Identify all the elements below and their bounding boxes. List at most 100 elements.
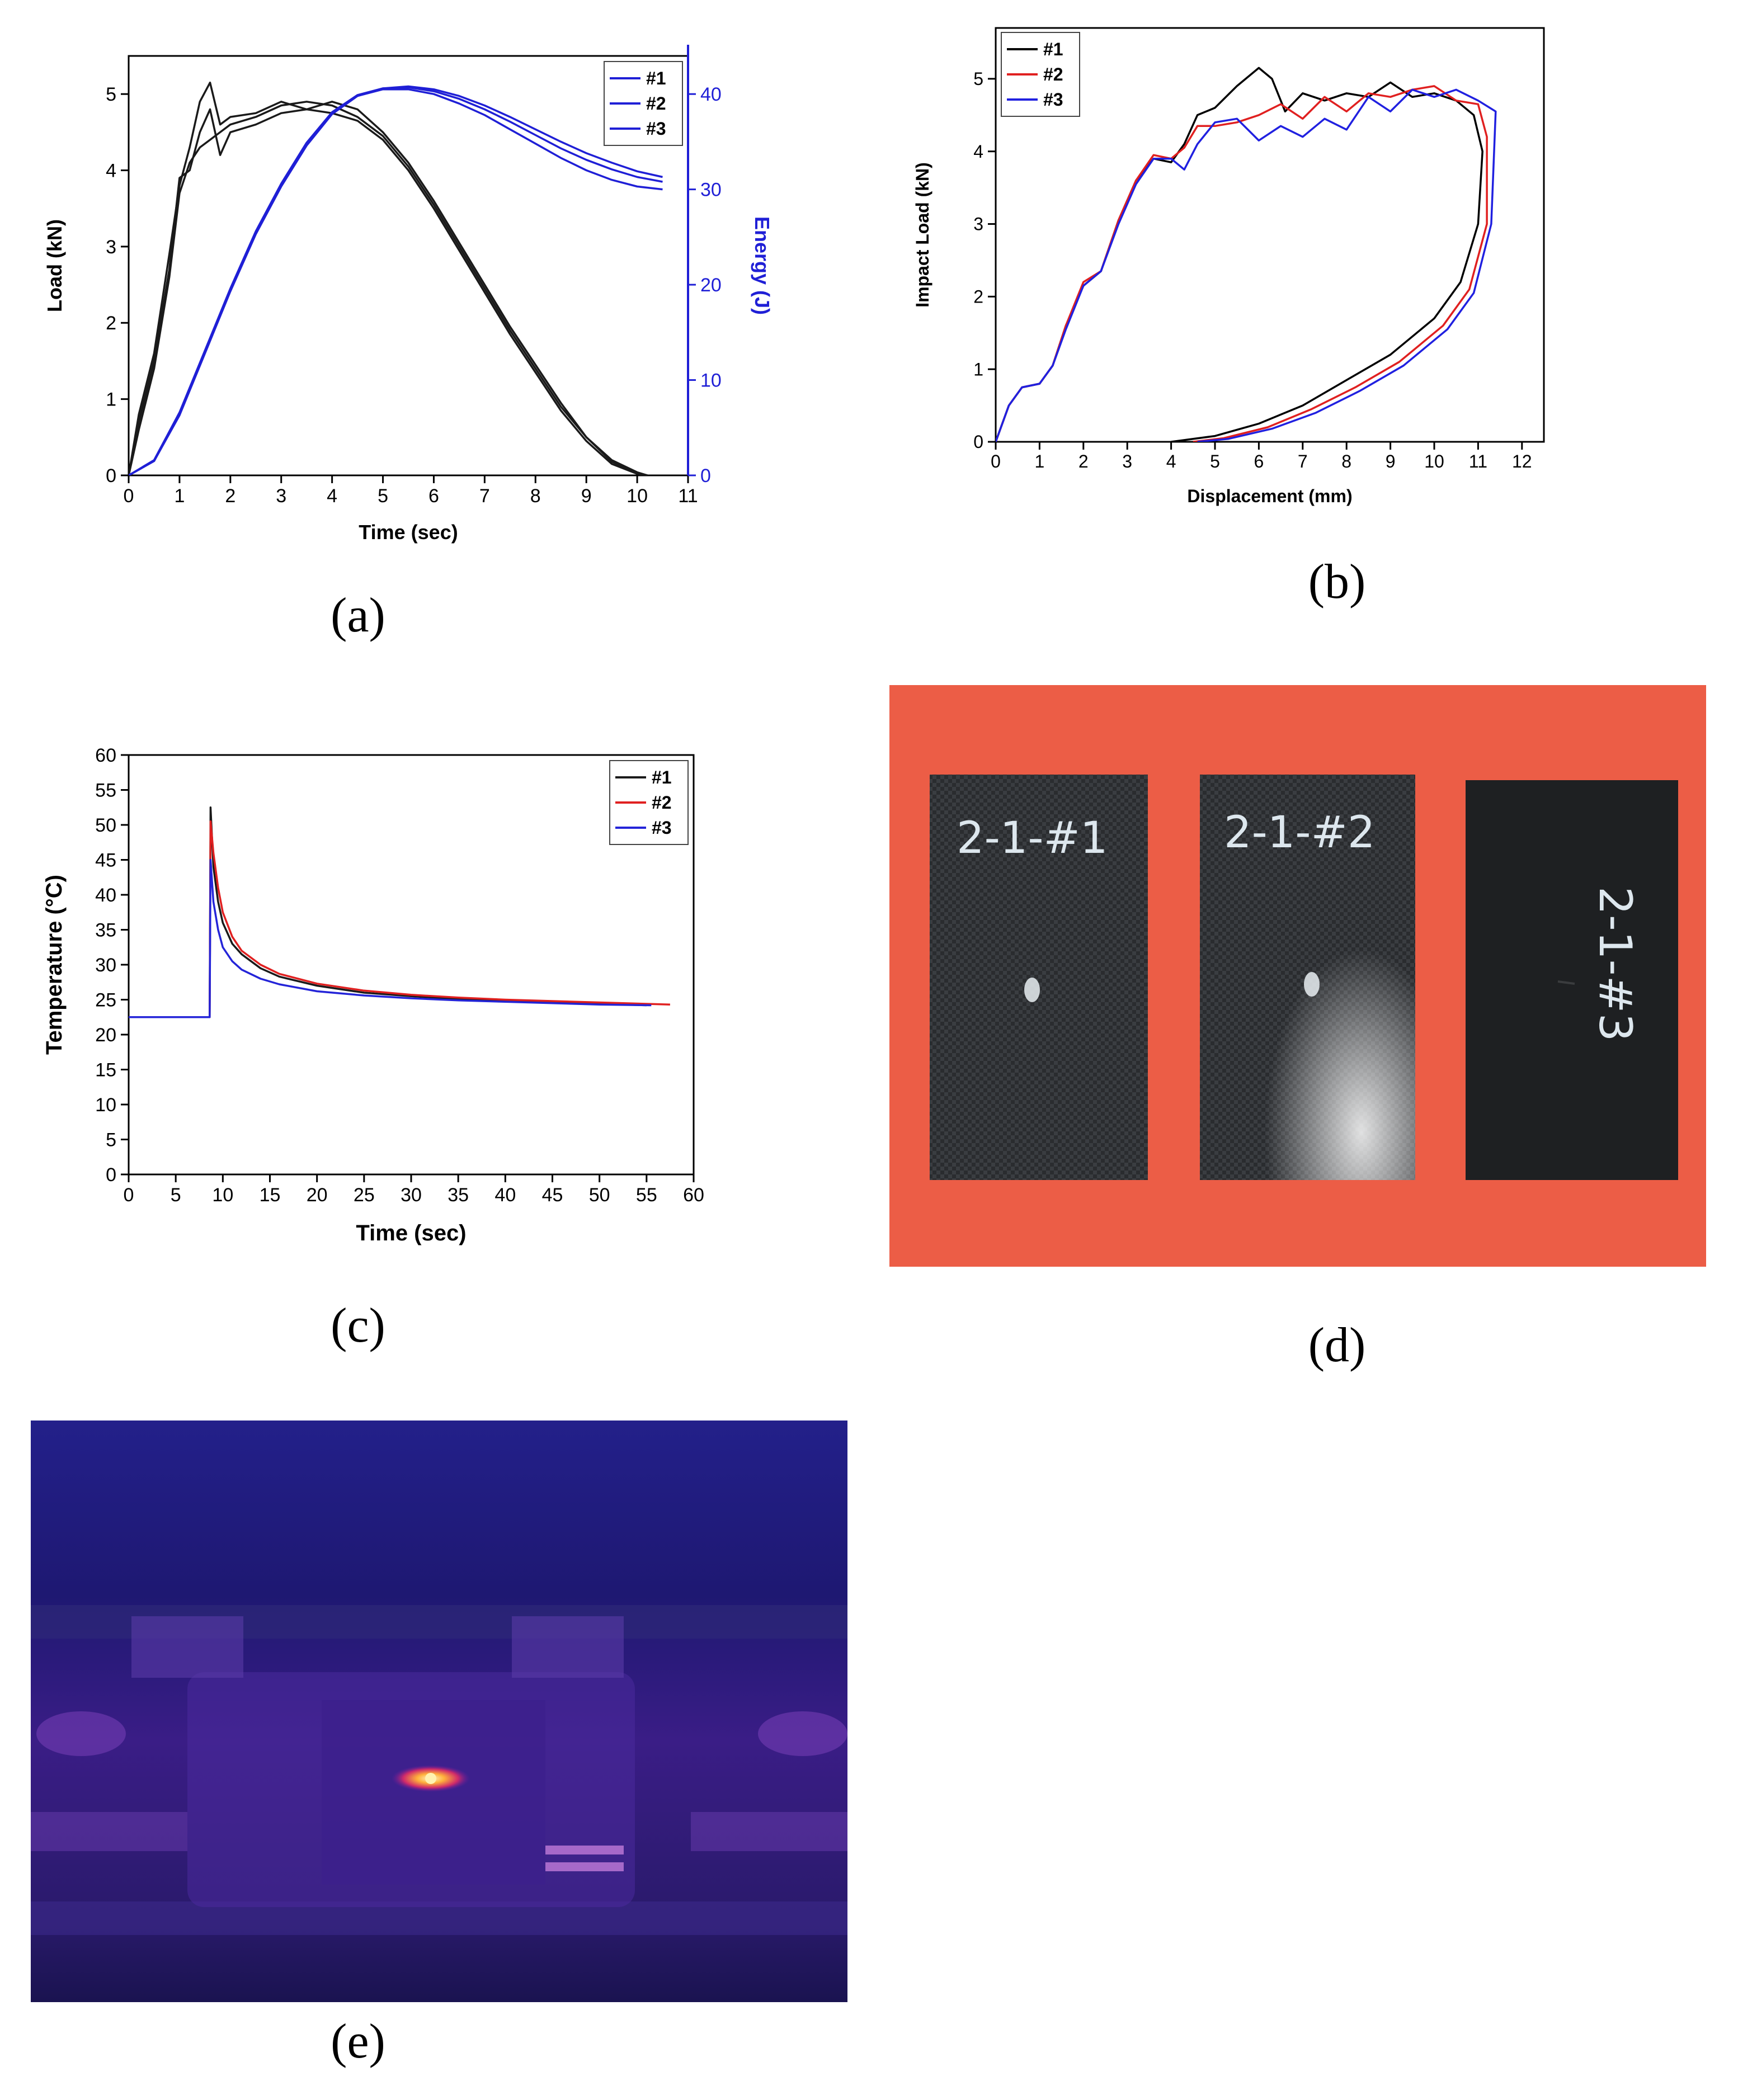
y-tick-label: 30 [95,955,116,976]
y-tick-label: 5 [973,69,983,89]
y-axis-label: Temperature (°C) [42,875,67,1055]
hotspot-core [425,1773,436,1784]
panel-a: 0 1 2 3 4 5 6 7 8 9 10 11 0 1 2 3 4 5 0 10 20 30 40 Energy (J) T… [34,22,774,570]
bracket-left [36,1711,126,1756]
x-tick-label: 10 [1424,451,1444,471]
x-tick-label: 11 [678,485,698,507]
y-axis-label: Load (kN) [43,219,66,312]
caption-d: (d) [1308,1318,1366,1372]
x-tick-label: 5 [378,485,388,507]
x-tick-label: 7 [1298,451,1308,471]
clamp-left [131,1616,243,1678]
impact-mark-1 [1024,978,1040,1002]
x-tick-label: 4 [327,485,337,507]
x-tick-label: 11 [1469,451,1487,471]
y-tick-label: 4 [973,141,983,162]
support-left [31,1812,187,1851]
legend-label: #2 [652,792,672,813]
x-tick-label: 3 [276,485,286,507]
series-line-energy-n3 [129,86,663,475]
caption-e: (e) [331,2014,385,2069]
y-tick-label: 20 [95,1025,116,1046]
legend-label: #3 [652,818,672,838]
x-tick-label: 35 [448,1185,469,1206]
y-tick-label: 60 [95,745,116,766]
x-tick-label: 5 [1210,451,1220,471]
y-tick-label: 35 [95,919,116,941]
thermal-image-svg [31,1421,847,2002]
legend-label: #3 [646,119,666,139]
x-tick-label: 45 [542,1185,563,1206]
x-tick-label: 10 [212,1185,233,1206]
impact-mark-3 [1557,980,1575,985]
y-tick-label: 1 [106,389,116,410]
y-tick-label: 0 [106,465,116,487]
y-tick-label: 3 [973,214,983,234]
x-tick-label: 50 [589,1185,610,1206]
thermal-image [31,1421,847,2002]
specimen-plate-3 [1466,780,1678,1180]
x-tick-label: 1 [174,485,185,507]
y-tick-label: 55 [95,780,116,801]
y-tick-label: 2 [106,313,116,334]
x-tick-label: 1 [1035,451,1045,471]
y-tick-label: 1 [973,359,983,379]
y-tick-label: 5 [106,84,116,105]
series-line-n3 [996,88,1497,442]
y2-tick-label: 20 [700,275,722,296]
marker-bar-1 [545,1846,624,1854]
y-tick-label: 0 [973,432,983,452]
legend-label: #2 [1043,64,1063,84]
bracket-right [758,1711,847,1756]
series-line-n3 [129,858,652,1018]
y-axis-label: Impact Load (kN) [912,162,932,308]
x-tick-label: 8 [530,485,541,507]
y-tick-label: 15 [95,1059,116,1080]
x-tick-label: 40 [494,1185,516,1206]
marker-bar-2 [545,1862,624,1871]
y-tick-label: 5 [106,1129,116,1150]
x-tick-label: 8 [1341,451,1351,471]
x-tick-label: 6 [1254,451,1264,471]
y2-tick-label: 40 [700,84,722,105]
legend-label: #1 [1043,39,1063,59]
y-tick-label: 40 [95,885,116,906]
y-tick-label: 2 [973,287,983,307]
specimen-label-2: 2-1-#2 [1224,808,1376,858]
x-tick-label: 60 [683,1185,704,1206]
caption-a: (a) [331,588,385,643]
specimen-label-3: 2-1-#3 [1589,886,1641,1041]
series-line-n2 [996,85,1488,442]
x-tick-label: 25 [354,1185,375,1206]
series-line-n2 [129,101,648,475]
y-tick-label: 45 [95,850,116,871]
y-tick-label: 50 [95,815,116,836]
y2-tick-label: 10 [700,370,722,391]
plot-frame [128,754,695,1176]
x-tick-label: 0 [124,485,134,507]
specimen-plate-1 [930,775,1148,1180]
x-tick-label: 15 [260,1185,281,1206]
x-axis-label: Time (sec) [359,521,458,544]
legend-label: #2 [646,93,666,114]
support-right [691,1812,847,1851]
series-line-n1 [129,806,647,1018]
caption-c: (c) [331,1299,385,1353]
legend-label: #1 [646,68,666,88]
caption-b: (b) [1308,555,1366,609]
x-tick-label: 0 [124,1185,134,1206]
clamp-right [512,1616,624,1678]
series-line-n2 [129,820,670,1018]
x-tick-label: 10 [627,485,648,507]
x-tick-label: 0 [991,451,1001,471]
y2-tick-label: 0 [700,465,711,487]
specimens-photo-svg: 2-1-#1 2-1-#2 2-1-#3 [889,685,1706,1267]
x-tick-label: 30 [401,1185,422,1206]
x-tick-label: 3 [1122,451,1132,471]
x-tick-label: 9 [1386,451,1396,471]
x-tick-label: 2 [1078,451,1089,471]
panel-c: 0 5 10 15 20 25 30 35 40 45 50 55 60 0 5 10 15 20 25 30 35 40… [22,727,727,1275]
specimen-label-1: 2-1-#1 [957,813,1108,863]
